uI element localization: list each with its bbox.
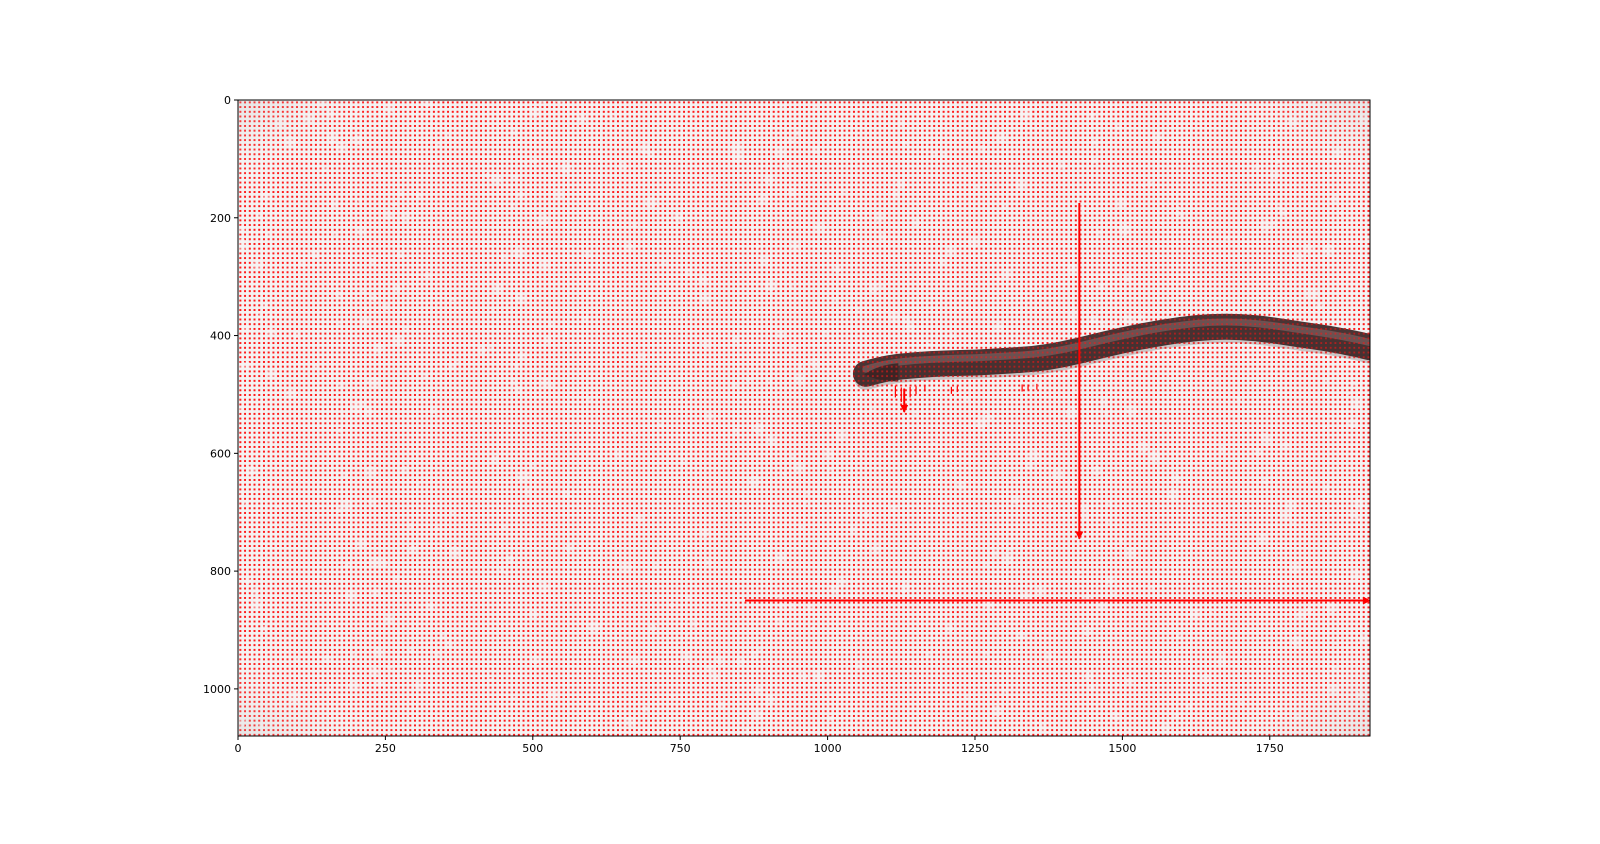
vignette [238,100,1370,736]
x-tick-label: 1000 [814,742,842,755]
plot-frame [237,99,1371,737]
x-tick-label: 750 [670,742,691,755]
x-axis: 0 250 500 750 1000 1250 1500 1750 [235,736,1284,755]
y-tick-label: 600 [210,447,231,460]
x-tick-label: 1500 [1108,742,1136,755]
x-tick-label: 0 [235,742,242,755]
y-tick-label: 1000 [203,683,231,696]
y-tick-label: 400 [210,330,231,343]
x-tick-label: 1750 [1256,742,1284,755]
y-tick-label: 200 [210,212,231,225]
y-tick-label: 800 [210,565,231,578]
x-tick-label: 500 [522,742,543,755]
y-axis: 0 200 400 600 800 1000 [203,94,238,696]
y-tick-label: 0 [224,94,231,107]
plot-area [238,100,1370,736]
x-tick-label: 250 [375,742,396,755]
x-tick-label: 1250 [961,742,989,755]
